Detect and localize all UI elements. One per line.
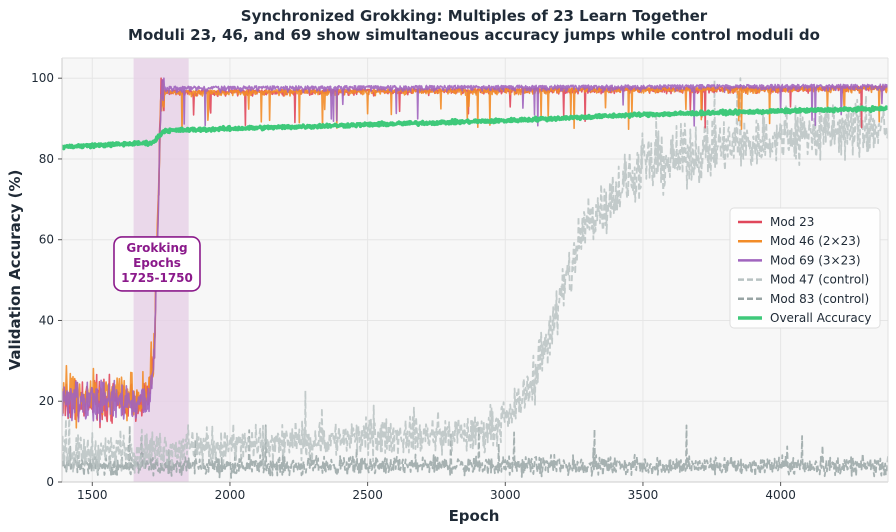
y-tick-label: 80 bbox=[39, 152, 54, 166]
x-tick-label: 2000 bbox=[215, 488, 246, 502]
y-axis-label: Validation Accuracy (%) bbox=[6, 170, 24, 371]
series-group bbox=[62, 77, 888, 479]
series-line-1 bbox=[62, 82, 888, 429]
x-tick-label: 1500 bbox=[77, 488, 108, 502]
legend-label-3: Mod 47 (control) bbox=[770, 273, 869, 287]
y-tick-label: 60 bbox=[39, 233, 54, 247]
legend-label-2: Mod 69 (3×23) bbox=[770, 253, 861, 267]
y-tick-label: 100 bbox=[31, 71, 54, 85]
y-tick-label: 20 bbox=[39, 394, 54, 408]
x-tick-label: 3000 bbox=[490, 488, 521, 502]
legend-label-0: Mod 23 bbox=[770, 215, 814, 229]
chart-title: Synchronized Grokking: Multiples of 23 L… bbox=[241, 7, 708, 25]
x-tick-label: 2500 bbox=[352, 488, 383, 502]
series-line-2 bbox=[62, 77, 888, 423]
y-tick-label: 0 bbox=[46, 475, 54, 489]
grokking-annotation-line: Epochs bbox=[133, 256, 181, 270]
x-axis-label: Epoch bbox=[449, 507, 500, 525]
chart-subtitle: Moduli 23, 46, and 69 show simultaneous … bbox=[128, 26, 820, 44]
grokking-annotation-box bbox=[113, 236, 201, 292]
series-line-5 bbox=[62, 105, 888, 151]
legend: Mod 23 Mod 46 (2×23) Mod 69 (3×23) Mod 47 (… bbox=[729, 207, 881, 329]
grokking-annotation-line: 1725-1750 bbox=[121, 271, 193, 285]
legend-label-5: Overall Accuracy bbox=[770, 311, 871, 325]
x-tick-label: 4000 bbox=[765, 488, 796, 502]
legend-label-1: Mod 46 (2×23) bbox=[770, 234, 861, 248]
grokking-annotation-line: Grokking bbox=[126, 241, 187, 255]
series-line-4 bbox=[62, 424, 888, 479]
y-tick-label: 40 bbox=[39, 313, 54, 327]
legend-label-4: Mod 83 (control) bbox=[770, 292, 869, 306]
legend-box bbox=[729, 207, 881, 329]
series-line-3 bbox=[62, 77, 888, 474]
x-tick-label: 3500 bbox=[628, 488, 659, 502]
